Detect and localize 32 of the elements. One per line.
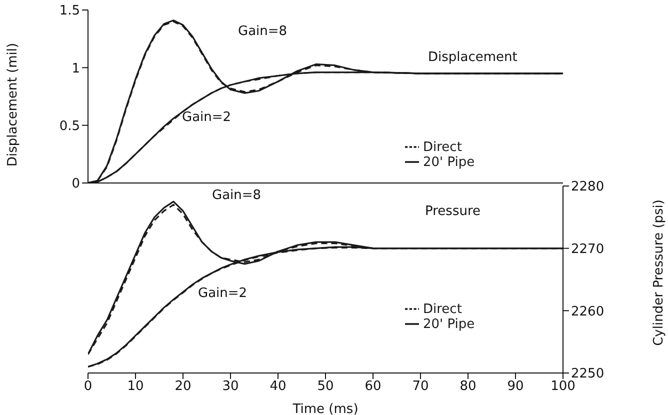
x-tick-label: 100 bbox=[550, 379, 576, 394]
y2-tick-label: 2250 bbox=[571, 366, 604, 382]
x-tick-label: 30 bbox=[222, 379, 239, 394]
legend-label: 20' Pipe bbox=[423, 155, 475, 170]
x-tick-label: 70 bbox=[412, 379, 429, 394]
x-tick-label: 80 bbox=[460, 379, 476, 394]
y-tick-label: 0 bbox=[72, 176, 80, 192]
x-tick-label: 40 bbox=[270, 379, 286, 394]
x-tick-label: 60 bbox=[364, 379, 382, 394]
y-tick-label: 1 bbox=[72, 61, 80, 76]
x-tick-label: 90 bbox=[507, 379, 524, 394]
legend-label: Direct bbox=[423, 302, 462, 317]
annotation: Gain=8 bbox=[238, 24, 288, 39]
x-tick-label: 0 bbox=[84, 379, 92, 394]
x-tick-label: 20 bbox=[174, 379, 192, 394]
text: Pressure bbox=[425, 204, 481, 219]
y2-tick-label: 2270 bbox=[571, 242, 604, 257]
y-tick-label: 0.5 bbox=[59, 118, 80, 134]
x-tick-label: 10 bbox=[127, 379, 144, 394]
legend-label: Direct bbox=[423, 140, 462, 155]
annotation: Gain=2 bbox=[182, 110, 232, 125]
annotation: Gain=8 bbox=[212, 188, 262, 203]
legend-label: 20' Pipe bbox=[423, 317, 475, 332]
annotation: Gain=2 bbox=[198, 286, 248, 301]
y2-axis-title: Cylinder Pressure (psi) bbox=[652, 200, 667, 346]
y-axis-title: Displacement (mil) bbox=[6, 42, 21, 166]
x-axis-title: Time (ms) bbox=[292, 402, 358, 415]
y2-tick-label: 2280 bbox=[571, 180, 604, 195]
y2-tick-label: 2260 bbox=[571, 304, 604, 320]
x-tick-label: 50 bbox=[317, 379, 334, 394]
text: Displacement bbox=[428, 50, 518, 65]
y-tick-label: 1.5 bbox=[59, 4, 80, 19]
